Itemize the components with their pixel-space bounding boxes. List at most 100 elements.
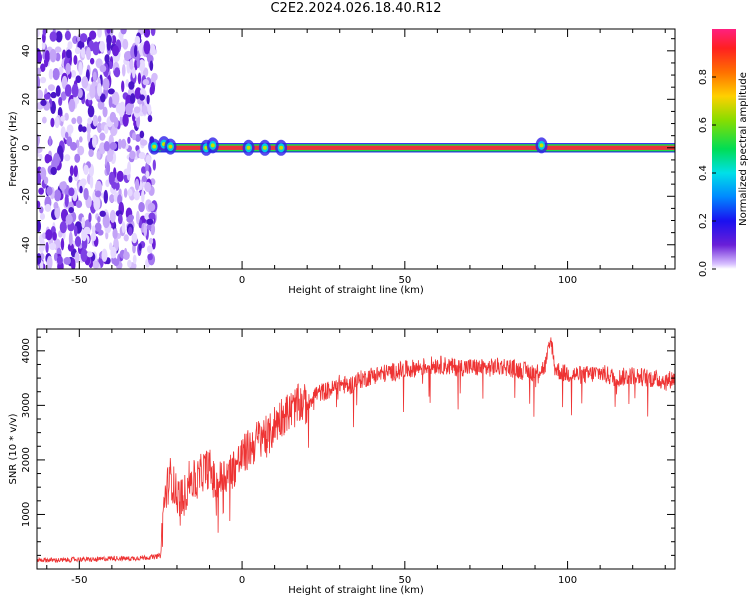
noise-speck xyxy=(59,181,67,191)
noise-speck xyxy=(89,30,97,40)
noise-speck xyxy=(68,175,73,183)
noise-speck xyxy=(121,138,127,149)
colorbar-tick-label: 0.6 xyxy=(698,117,709,133)
noise-speck xyxy=(94,190,102,198)
snr-x-ticks: -50 0 50 100 xyxy=(46,329,666,586)
noise-speck xyxy=(75,200,83,209)
noise-speck xyxy=(133,106,141,114)
noise-speck xyxy=(144,181,152,193)
noise-speck xyxy=(146,218,154,225)
noise-speck xyxy=(74,153,81,163)
x-tick-label: -50 xyxy=(71,575,87,586)
noise-speck xyxy=(45,241,49,254)
noise-speck xyxy=(143,29,151,38)
y-tick-label: 1000 xyxy=(21,502,32,527)
x-tick-label: 0 xyxy=(239,575,245,586)
noise-speck xyxy=(132,66,136,79)
noise-speck xyxy=(146,223,152,231)
colorbar-ticks: 0.0 0.2 0.4 0.6 0.8 xyxy=(698,69,716,277)
noise-speck xyxy=(54,207,60,218)
noise-speck xyxy=(81,126,87,133)
noise-speck xyxy=(69,141,78,151)
noise-speck xyxy=(79,33,88,43)
noise-speck xyxy=(139,88,146,96)
noise-speck xyxy=(97,115,102,123)
noise-speck xyxy=(42,232,46,239)
noise-speck xyxy=(43,93,51,100)
noise-speck xyxy=(37,253,42,265)
noise-speck xyxy=(123,247,128,258)
noise-speck xyxy=(68,207,75,214)
noise-speck xyxy=(137,72,142,85)
y-tick-label: 40 xyxy=(21,44,32,57)
colorbar-gradient xyxy=(712,29,736,269)
noise-speck xyxy=(69,165,74,177)
noise-speck xyxy=(123,188,128,198)
noise-speck xyxy=(89,175,94,189)
noise-speck xyxy=(44,50,50,63)
noise-speck xyxy=(37,67,42,75)
noise-speck xyxy=(103,140,110,152)
signal-blob-peak xyxy=(279,145,284,150)
noise-speck xyxy=(97,215,101,223)
noise-speck xyxy=(78,124,83,132)
spectrogram-x-ticks: -50 0 50 100 xyxy=(46,29,666,286)
noise-speck xyxy=(64,194,69,208)
y-tick-label: -40 xyxy=(21,237,32,253)
spectrogram-y-axis-label: Frequency (Hz) xyxy=(8,111,19,187)
noise-speck xyxy=(89,57,95,65)
noise-speck xyxy=(140,139,148,146)
noise-speck xyxy=(39,167,47,180)
colorbar-tick-label: 0.8 xyxy=(698,69,709,85)
noise-speck xyxy=(50,166,57,176)
noise-speck xyxy=(75,75,82,84)
noise-speck xyxy=(127,136,131,144)
noise-speck xyxy=(49,31,57,42)
y-tick-label: 3000 xyxy=(21,393,32,418)
noise-speck xyxy=(44,203,52,212)
noise-speck xyxy=(109,194,115,203)
noise-speck xyxy=(106,161,111,176)
noise-speck xyxy=(83,164,89,175)
noise-speck xyxy=(145,161,149,174)
noise-speck xyxy=(74,47,81,55)
noise-speck xyxy=(66,49,72,59)
noise-speck xyxy=(113,258,120,267)
noise-speck xyxy=(50,117,55,128)
noise-speck xyxy=(94,222,102,232)
colorbar-tick-label: 0.0 xyxy=(698,261,709,277)
noise-speck xyxy=(92,71,97,83)
noise-speck xyxy=(89,85,96,99)
spectrogram-plot-area xyxy=(37,29,675,269)
snr-panel: -50 0 50 100 1000 2000 3000 4000 Height of str… xyxy=(8,328,676,596)
noise-speck xyxy=(64,154,71,162)
noise-speck xyxy=(138,243,142,251)
noise-speck xyxy=(64,30,71,41)
noise-speck xyxy=(55,30,63,43)
noise-speck xyxy=(112,45,120,57)
noise-speck xyxy=(143,40,151,55)
noise-speck xyxy=(49,242,57,251)
noise-speck xyxy=(63,256,72,265)
signal-blob-peak xyxy=(246,145,251,150)
noise-speck xyxy=(122,38,129,50)
noise-speck xyxy=(74,251,80,264)
noise-speck xyxy=(37,29,40,38)
noise-speck xyxy=(109,111,117,123)
noise-speck xyxy=(68,187,75,197)
noise-speck xyxy=(142,79,150,86)
noise-speck xyxy=(71,117,77,125)
noise-speck xyxy=(54,46,62,53)
noise-speck xyxy=(102,106,108,118)
noise-speck xyxy=(99,210,106,217)
noise-speck xyxy=(83,187,89,201)
noise-speck xyxy=(40,99,47,106)
noise-speck xyxy=(106,29,111,34)
noise-speck xyxy=(146,245,153,254)
noise-speck xyxy=(147,202,156,212)
x-tick-label: 100 xyxy=(558,575,577,586)
x-tick-label: 50 xyxy=(398,575,411,586)
noise-speck xyxy=(76,116,83,125)
noise-speck xyxy=(129,150,136,160)
